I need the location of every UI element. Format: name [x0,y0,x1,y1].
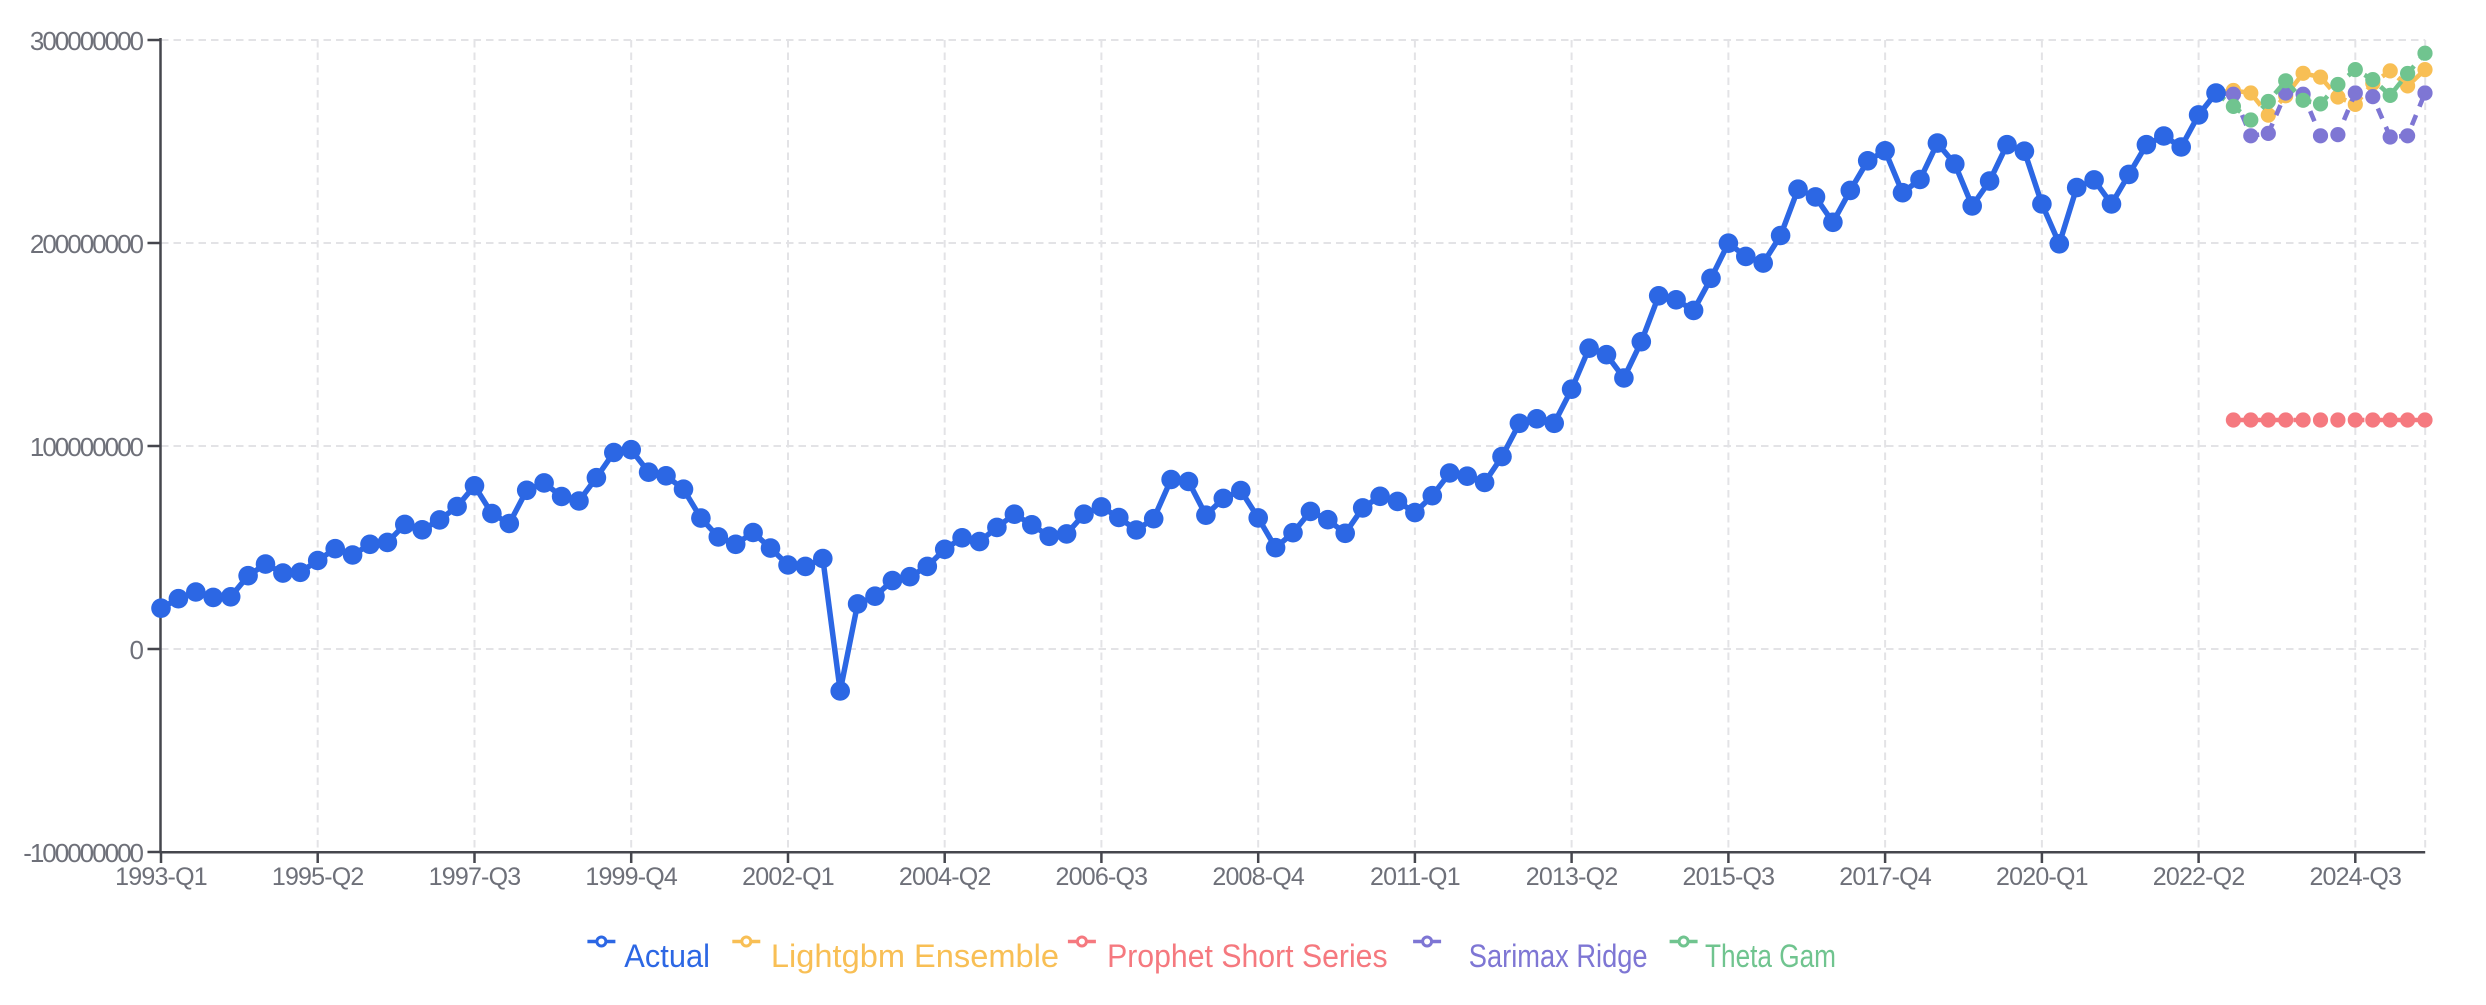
svg-text:1995-Q2: 1995-Q2 [272,863,364,891]
svg-text:1999-Q4: 1999-Q4 [585,863,678,891]
svg-text:2013-Q2: 2013-Q2 [1526,863,1618,891]
svg-text:2024-Q3: 2024-Q3 [2309,863,2401,891]
svg-text:2015-Q3: 2015-Q3 [1683,863,1775,891]
svg-text:2008-Q4: 2008-Q4 [1212,863,1305,891]
svg-text:0: 0 [130,635,144,665]
svg-text:Lightgbm Ensemble: Lightgbm Ensemble [771,938,1059,974]
svg-text:2020-Q1: 2020-Q1 [1996,863,2088,891]
svg-text:300000000: 300000000 [30,26,144,56]
svg-text:2011-Q1: 2011-Q1 [1370,863,1460,891]
svg-text:2004-Q2: 2004-Q2 [899,863,991,891]
svg-text:2022-Q2: 2022-Q2 [2153,863,2245,891]
svg-text:Prophet Short Series: Prophet Short Series [1107,938,1388,974]
svg-text:Sarimax Ridge: Sarimax Ridge [1469,938,1648,974]
svg-text:Theta Gam: Theta Gam [1705,938,1836,974]
svg-text:Actual: Actual [624,938,710,974]
svg-text:1993-Q1: 1993-Q1 [115,863,207,891]
svg-text:2002-Q1: 2002-Q1 [742,863,834,891]
svg-text:1997-Q3: 1997-Q3 [429,863,521,891]
svg-text:2017-Q4: 2017-Q4 [1839,863,1932,891]
svg-text:100000000: 100000000 [30,432,144,462]
svg-text:200000000: 200000000 [30,229,144,259]
svg-text:-100000000: -100000000 [23,838,143,868]
svg-text:2006-Q3: 2006-Q3 [1056,863,1148,891]
